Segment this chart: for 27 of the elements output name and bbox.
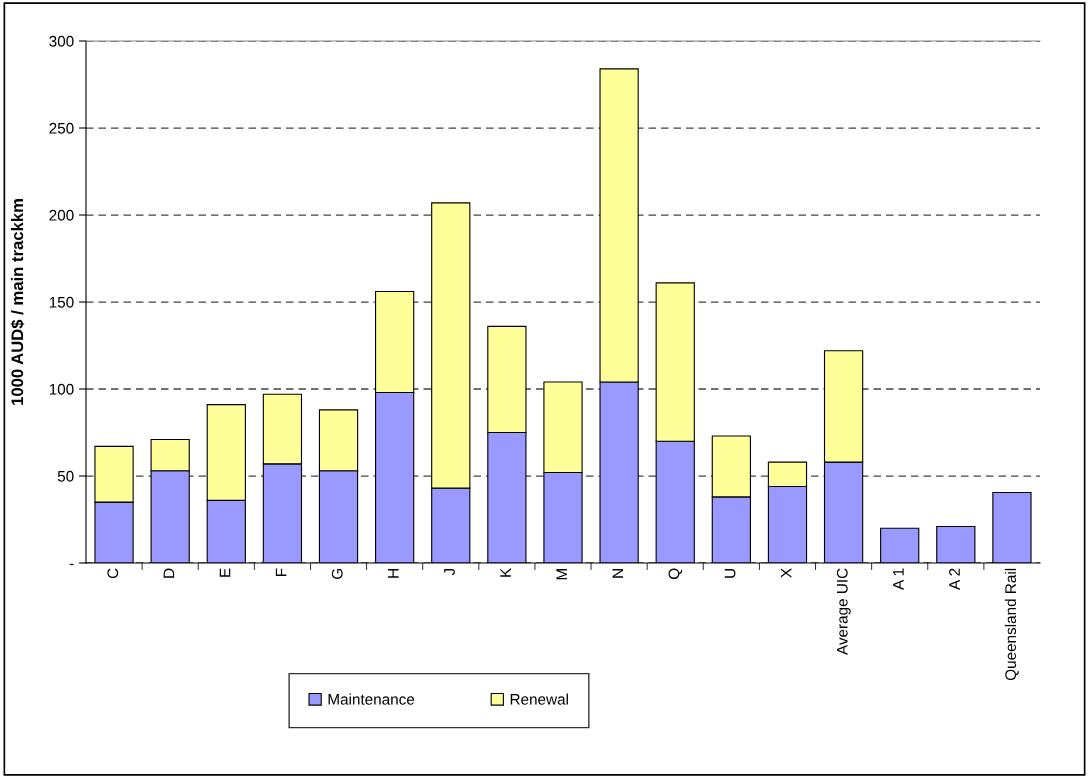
y-tick-label: 150 <box>49 296 74 308</box>
x-tick-label: D <box>163 568 175 578</box>
legend-label: Maintenance <box>328 693 415 705</box>
x-tick-label: M <box>556 569 567 580</box>
y-tick-label: 300 <box>49 35 74 47</box>
x-tick-label: A 1 <box>893 568 904 590</box>
y-tick-label: 100 <box>49 383 74 395</box>
x-tick-label: X <box>780 568 792 578</box>
x-tick-label: Average UIC <box>836 568 851 656</box>
legend-label: Renewal <box>510 693 568 705</box>
x-tick-label: H <box>388 569 399 578</box>
x-tick-label: C <box>107 568 119 579</box>
y-tick-label: 50 <box>57 470 74 482</box>
y-tick-label: - <box>69 563 74 566</box>
x-tick-label: A 2 <box>949 568 960 590</box>
x-tick-label: Queensland Rail <box>1004 568 1019 681</box>
x-tick-label: Q <box>668 568 683 580</box>
x-tick-label: N <box>612 569 624 578</box>
x-tick-label: E <box>219 568 231 577</box>
x-tick-label: U <box>724 569 736 578</box>
y-axis-title: 1000 AUD$ / main trackkm <box>10 199 25 405</box>
x-tick-label: F <box>275 568 287 576</box>
x-tick-label: G <box>331 569 343 579</box>
y-tick-label: 200 <box>49 209 74 221</box>
y-tick-label: 250 <box>49 122 74 134</box>
x-tick-label: J <box>444 568 455 576</box>
x-tick-label: K <box>500 568 511 577</box>
